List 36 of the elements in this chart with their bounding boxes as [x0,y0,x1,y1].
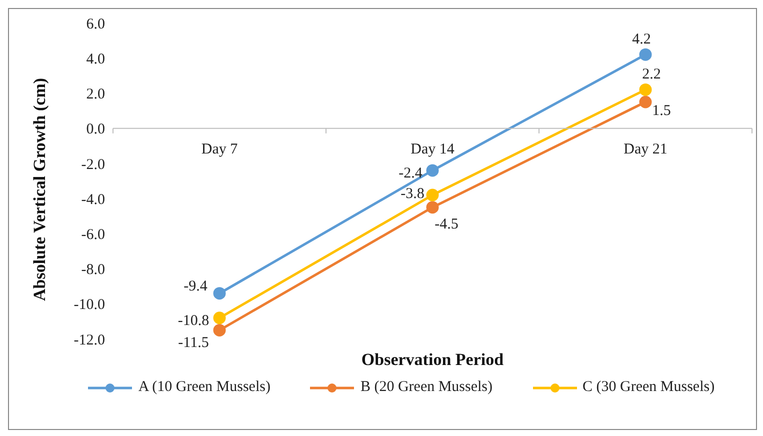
point [213,312,226,324]
y-tick-label: -4.0 [81,192,105,208]
x-tick-label: Day 21 [624,141,668,158]
point [639,96,652,108]
data-label: -10.8 [178,312,210,329]
y-tick-label: 6.0 [86,16,105,32]
x-axis-title: Observation Period [361,350,504,369]
data-label: -11.5 [178,335,209,352]
legend-label: B (20 Green Mussels) [359,379,493,396]
y-tick-label: -8.0 [81,262,105,278]
data-label: 4.2 [632,32,651,48]
y-axis-title: Absolute Vertical Growth (cm) [30,78,50,301]
legend-label: C (30 Green Mussels) [582,379,715,396]
point [426,201,439,214]
data-label: 1.5 [652,103,671,119]
data-label: -4.5 [434,216,458,232]
legend-label: A (10 Green Mussels) [137,379,270,396]
x-tick-label: Day 7 [201,141,238,158]
point [426,164,439,177]
point [426,188,439,202]
y-tick-label: -12.0 [74,332,105,348]
point [639,83,652,96]
y-tick-label: -10.0 [74,297,105,314]
x-tick-label: Day 14 [410,141,455,158]
y-tick-label: 4.0 [86,51,105,68]
y-tick-label: -6.0 [81,226,105,243]
data-label: -9.4 [184,278,208,294]
point [639,48,652,61]
data-label: -3.8 [400,186,424,202]
y-tick-label: -2.0 [81,156,105,173]
data-label: -2.4 [398,165,423,182]
y-tick-label: 2.0 [86,86,105,103]
y-tick-label: 0.0 [86,122,105,138]
data-label: 2.2 [642,66,661,83]
point [213,287,226,300]
point [213,324,226,336]
